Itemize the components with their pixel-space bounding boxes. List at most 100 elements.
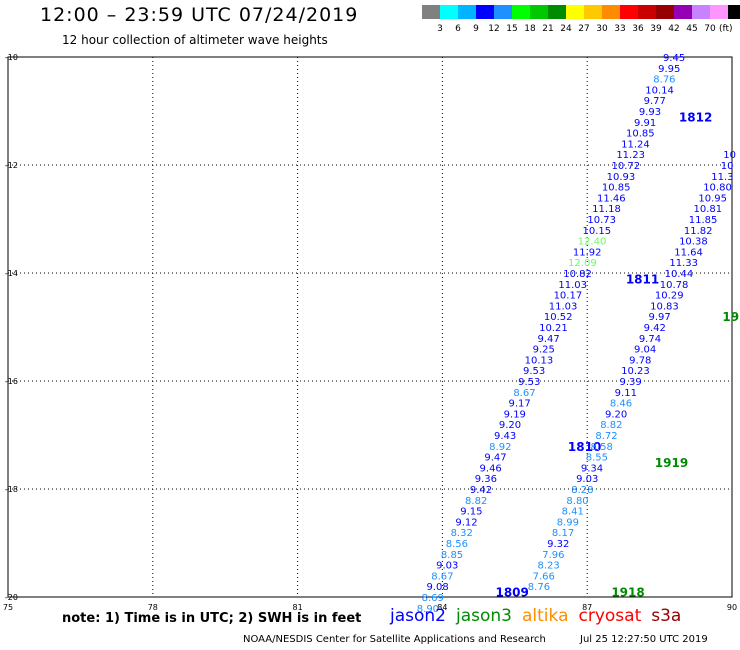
scale-label: 30: [596, 24, 608, 34]
wave-height-value: 11.85: [689, 215, 718, 226]
map-frame: [7, 56, 733, 598]
scale-swatch: [638, 5, 656, 19]
wave-height-value: 11.46: [597, 193, 626, 204]
wave-height-value: 8.67: [431, 571, 453, 582]
wave-height-value: 8.99: [557, 517, 579, 528]
scale-label: 39: [650, 24, 662, 34]
wave-height-value: 9.25: [533, 345, 555, 356]
wave-height-value: 10.44: [665, 269, 694, 280]
wave-height-value: 12.09: [568, 258, 597, 269]
legend-jason3: jason3: [456, 606, 512, 626]
scale-label: 42: [668, 24, 680, 34]
wave-height-value: 9.19: [504, 409, 526, 420]
wave-height-value: 10.13: [525, 355, 554, 366]
legend-altika: altika: [522, 606, 569, 626]
wave-height-value: 8.76: [528, 582, 550, 593]
lon-tick-label: 90: [727, 603, 737, 612]
wave-height-value: 11.33: [669, 258, 698, 269]
wave-height-value: 9.42: [644, 323, 666, 334]
lon-tick-label: 84: [437, 603, 447, 612]
scale-swatch: [674, 5, 692, 19]
wave-height-value: 11.64: [674, 247, 703, 258]
wave-height-value: 10.78: [660, 280, 689, 291]
wave-height-value: 9.46: [480, 463, 502, 474]
wave-height-value: 8.82: [465, 496, 487, 507]
scale-swatch: [476, 5, 494, 19]
wave-height-value: 10.15: [583, 226, 612, 237]
scale-swatch: [692, 5, 710, 19]
scale-label: 15: [506, 24, 518, 34]
wave-height-value: 9.95: [658, 64, 680, 75]
pass-time-label: 1919: [655, 456, 688, 470]
legend-jason2: jason2: [390, 606, 446, 626]
page-title: 12:00 – 23:59 UTC 07/24/2019: [40, 4, 359, 26]
lon-tick-label: 81: [293, 603, 303, 612]
wave-height-value: 11.18: [592, 204, 621, 215]
pass-1920: 101011.310.8010.9510.8111.8511.8210.3811…: [581, 150, 740, 474]
pass-1919: 9.038.288.808.418.998.179.327.968.237.66…: [528, 456, 688, 593]
wave-height-value: 9.91: [634, 118, 656, 129]
wave-height-value: 9.77: [644, 96, 666, 107]
wave-height-value: 10.14: [645, 85, 674, 96]
satellite-tracks: 9.459.958.7610.149.779.939.9110.8511.241…: [417, 53, 740, 615]
scale-label: 33: [614, 24, 626, 34]
scale-swatch: [422, 5, 440, 19]
wave-height-value: 9.20: [605, 409, 627, 420]
pass-1811: 11.0310.1711.0310.5210.219.479.2510.139.…: [494, 272, 659, 442]
wave-height-value: 8.46: [610, 399, 632, 410]
pass-1809: 1809: [495, 586, 528, 600]
wave-height-value: 9.53: [518, 377, 540, 388]
wave-height-value: 11.03: [549, 301, 578, 312]
lon-tick-label: 75: [3, 603, 13, 612]
wave-height-value: 9.97: [648, 312, 670, 323]
wave-height-value: 8.85: [441, 550, 463, 561]
scale-swatch: [656, 5, 674, 19]
wave-height-value: 10.21: [539, 323, 568, 334]
wave-height-value: 10.80: [703, 183, 732, 194]
wave-height-value: 10.73: [587, 215, 616, 226]
pass-1918: 1918: [611, 586, 644, 600]
wave-height-value: 10.17: [554, 291, 583, 302]
wave-height-value: 9.04: [634, 345, 656, 356]
scale-label: 21: [542, 24, 554, 34]
wave-height-value: 8.67: [513, 388, 535, 399]
scale-label: 45: [686, 24, 698, 34]
wave-height-value: 9.74: [639, 334, 661, 345]
wave-height-value: 9.15: [460, 507, 482, 518]
wave-height-value: 9.45: [663, 53, 685, 64]
pass-time-label: 1920: [722, 310, 740, 324]
wave-height-value: 11.92: [573, 247, 602, 258]
scale-swatch: [512, 5, 530, 19]
footer-credit: NOAA/NESDIS Center for Satellite Applica…: [243, 634, 546, 645]
wave-height-value: 9.53: [523, 366, 545, 377]
scale-unit: (ft): [719, 24, 733, 34]
scale-label: 6: [455, 24, 461, 34]
wave-height-value: 10.95: [698, 193, 727, 204]
wave-height-value: 8.17: [552, 528, 574, 539]
wave-height-value: 9.43: [494, 431, 516, 442]
lat-tick-label: -12: [5, 161, 18, 170]
wave-height-value: 8.32: [451, 528, 473, 539]
wave-height-value: 8.58: [591, 442, 613, 453]
wave-height-value: 12.40: [578, 237, 607, 248]
wave-height-value: 10.72: [611, 161, 640, 172]
scale-label: 24: [560, 24, 572, 34]
wave-height-value: 9.78: [629, 355, 651, 366]
wave-height-value: 7.96: [542, 550, 564, 561]
wave-height-value: 9.20: [499, 420, 521, 431]
lon-tick-label: 78: [148, 603, 158, 612]
scale-label: 12: [488, 24, 500, 34]
wave-height-value: 10.83: [650, 301, 679, 312]
scale-swatch: [710, 5, 728, 19]
wave-height-value: 9.11: [615, 388, 637, 399]
lat-tick-label: -20: [5, 593, 18, 602]
note-text: note: 1) Time is in UTC; 2) SWH is in fe…: [62, 611, 362, 626]
wave-height-value: 9.36: [475, 474, 497, 485]
map-grid: [7, 56, 733, 598]
wave-height-value: 10: [723, 150, 736, 161]
scale-swatch: [440, 5, 458, 19]
scale-swatch: [566, 5, 584, 19]
pass-time-label: 1812: [679, 110, 712, 124]
wave-height-value: 10.85: [626, 129, 655, 140]
footer-timestamp: Jul 25 12:27:50 UTC 2019: [580, 634, 708, 645]
